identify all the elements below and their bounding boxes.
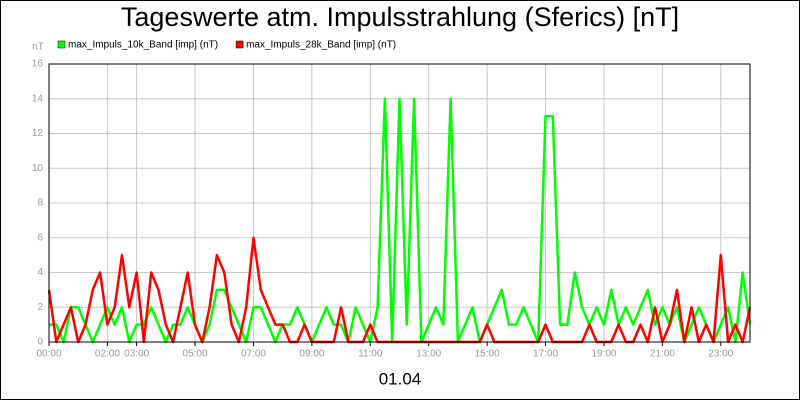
y-tick-label: 16 — [32, 59, 44, 70]
chart-title: Tageswerte atm. Impulsstrahlung (Sferics… — [121, 2, 679, 32]
y-tick-label: 6 — [37, 232, 43, 243]
x-tick-label: 21:00 — [650, 349, 675, 360]
y-axis-label: nT — [32, 42, 44, 53]
x-tick-label: 02:00 — [95, 349, 120, 360]
y-tick-label: 14 — [32, 93, 44, 104]
legend-swatch — [57, 40, 66, 49]
x-tick-label: 03:00 — [124, 349, 149, 360]
y-tick-label: 4 — [37, 267, 43, 278]
x-tick-label: 19:00 — [591, 349, 616, 360]
x-tick-label: 17:00 — [533, 349, 558, 360]
x-tick-label: 11:00 — [358, 349, 383, 360]
plot-border — [48, 63, 751, 343]
x-tick-label: 13:00 — [416, 349, 441, 360]
y-tick-label: 8 — [37, 198, 43, 209]
x-tick-label: 05:00 — [183, 349, 208, 360]
x-tick-label: 09:00 — [299, 349, 324, 360]
legend-label: max_Impuls_28k_Band [imp] (nT) — [246, 40, 396, 51]
y-tick-label: 2 — [37, 302, 43, 313]
x-tick-label: 15:00 — [475, 349, 500, 360]
y-tick-label: 12 — [32, 128, 44, 139]
y-tick-label: 10 — [32, 163, 44, 174]
x-tick-label: 00:00 — [36, 349, 61, 360]
x-axis-label: 01.04 — [379, 369, 422, 388]
x-tick-label: 07:00 — [241, 349, 266, 360]
legend-label: max_Impuls_10k_Band [imp] (nT) — [68, 40, 218, 51]
x-tick-label: 23:00 — [708, 349, 733, 360]
legend-swatch — [235, 40, 244, 49]
y-tick-label: 0 — [37, 337, 43, 348]
